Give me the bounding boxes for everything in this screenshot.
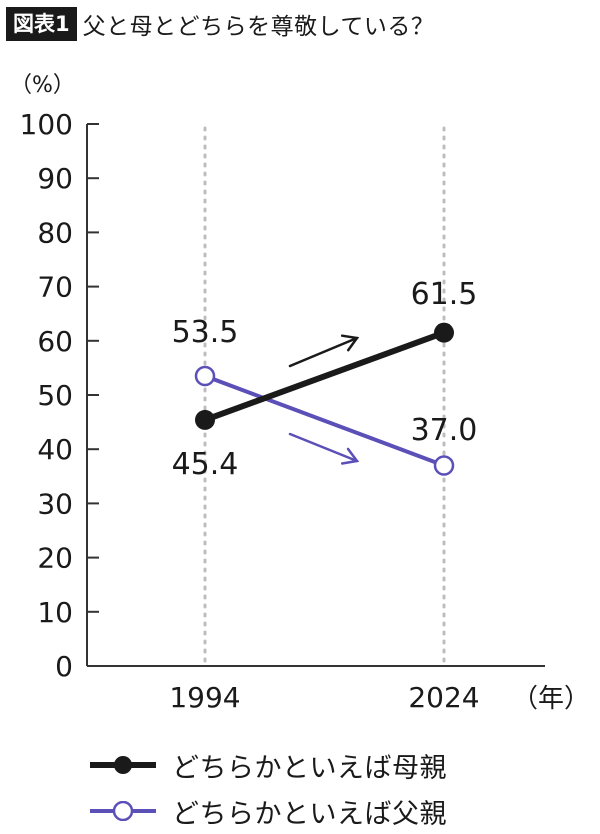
line-chart: （%） 0 10 20 30 40 50 60 70 80 90 100 1994 2024 （年） 53.5…	[10, 73, 590, 714]
y-tick-label-100: 100	[20, 108, 73, 141]
legend-item-mother: どちらかといえば母親	[88, 742, 447, 788]
point-mother-1994	[195, 409, 215, 430]
y-tick-label-70: 70	[37, 271, 73, 304]
series-line-mother	[203, 329, 446, 423]
point-father-1994	[194, 365, 216, 387]
chart-title: 父と母とどちらを尊敬している？	[82, 14, 435, 40]
data-label-mother-1994: 45.4	[172, 447, 239, 482]
y-tick-label-90: 90	[37, 162, 73, 195]
figure-header: 図表1 父と母とどちらを尊敬している？	[6, 6, 434, 42]
legend-label-mother: どちらかといえば母親	[172, 752, 447, 784]
x-tick-label-2024: 2024	[408, 681, 479, 714]
legend-item-father: どちらかといえば父親	[88, 788, 447, 834]
trend-arrow-father-icon	[288, 432, 360, 465]
legend-swatch-mother	[90, 756, 156, 774]
x-axis-unit-label: （年）	[512, 684, 590, 714]
y-tick-label-30: 30	[37, 487, 73, 520]
y-tick-label-0: 0	[55, 650, 73, 683]
point-mother-2024	[434, 322, 454, 343]
y-tick-label-80: 80	[37, 216, 73, 249]
y-tick-label-10: 10	[37, 596, 73, 629]
y-tick-label-50: 50	[37, 379, 73, 412]
legend-swatch-father	[90, 801, 156, 821]
y-axis-unit-label: （%）	[10, 73, 75, 98]
y-tick-label-20: 20	[37, 542, 73, 575]
y-tick-label-40: 40	[37, 433, 73, 466]
legend-label-father: どちらかといえば父親	[172, 798, 447, 830]
data-label-father-2024: 37.0	[411, 413, 478, 448]
series-line-father	[204, 374, 445, 468]
y-tick-label-60: 60	[37, 325, 73, 358]
legend: どちらかといえば母親 どちらかといえば父親	[88, 742, 447, 834]
data-label-father-1994: 53.5	[172, 315, 239, 350]
figure-label: 図表1	[6, 7, 77, 41]
data-label-mother-2024: 61.5	[411, 277, 478, 312]
point-father-2024	[433, 455, 455, 476]
x-tick-label-1994: 1994	[169, 681, 240, 714]
trend-arrow-mother-icon	[288, 334, 360, 368]
